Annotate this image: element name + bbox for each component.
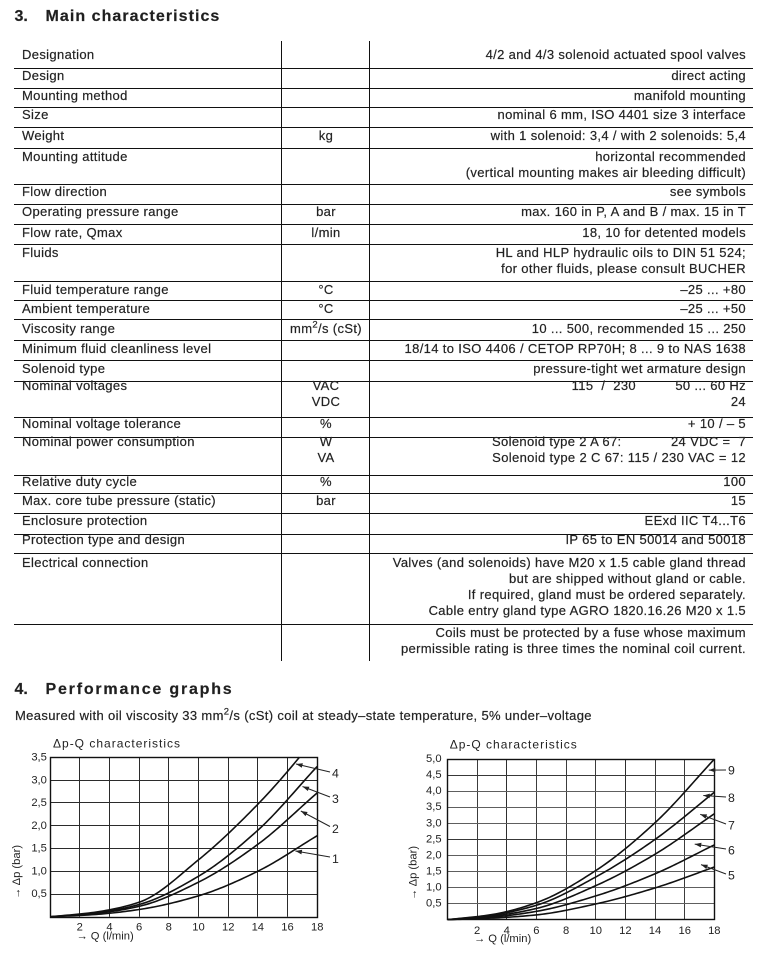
svg-text:3: 3 bbox=[332, 792, 339, 806]
svg-text:1,5: 1,5 bbox=[426, 866, 442, 878]
svg-text:8: 8 bbox=[728, 791, 735, 805]
svg-text:2,5: 2,5 bbox=[31, 797, 47, 809]
svg-text:2: 2 bbox=[77, 922, 83, 934]
svg-text:0,5: 0,5 bbox=[31, 888, 47, 900]
svg-text:2: 2 bbox=[474, 925, 480, 937]
svg-text:14: 14 bbox=[252, 922, 264, 934]
svg-text:1,5: 1,5 bbox=[31, 843, 47, 855]
svg-text:2,5: 2,5 bbox=[426, 833, 442, 845]
svg-text:10: 10 bbox=[589, 925, 601, 937]
svg-text:14: 14 bbox=[649, 925, 661, 937]
svg-text:6: 6 bbox=[728, 844, 735, 858]
svg-text:→ Δp (bar): → Δp (bar) bbox=[11, 845, 23, 899]
svg-text:12: 12 bbox=[222, 922, 234, 934]
svg-text:→ Q (l/min): → Q (l/min) bbox=[77, 931, 134, 943]
svg-text:3,5: 3,5 bbox=[426, 801, 442, 813]
svg-text:4,0: 4,0 bbox=[426, 785, 442, 797]
svg-text:2,0: 2,0 bbox=[31, 820, 47, 832]
svg-text:Δp-Q characteristics: Δp-Q characteristics bbox=[450, 738, 578, 752]
svg-text:1,0: 1,0 bbox=[31, 865, 47, 877]
svg-text:9: 9 bbox=[728, 764, 735, 778]
svg-text:10: 10 bbox=[192, 922, 204, 934]
svg-text:6: 6 bbox=[136, 922, 142, 934]
svg-text:4: 4 bbox=[504, 925, 510, 937]
svg-text:16: 16 bbox=[281, 922, 293, 934]
svg-text:3,5: 3,5 bbox=[31, 752, 47, 764]
svg-text:0,5: 0,5 bbox=[426, 898, 442, 910]
svg-text:→ Δp (bar): → Δp (bar) bbox=[408, 846, 420, 900]
svg-text:6: 6 bbox=[533, 925, 539, 937]
svg-text:2,0: 2,0 bbox=[426, 849, 442, 861]
svg-text:5,0: 5,0 bbox=[426, 753, 442, 765]
svg-text:12: 12 bbox=[619, 925, 631, 937]
svg-text:8: 8 bbox=[166, 922, 172, 934]
svg-text:4: 4 bbox=[332, 766, 339, 780]
svg-text:4: 4 bbox=[106, 922, 112, 934]
svg-text:8: 8 bbox=[563, 925, 569, 937]
svg-text:7: 7 bbox=[728, 818, 735, 832]
svg-text:1: 1 bbox=[332, 852, 339, 866]
svg-text:Δp-Q characteristics: Δp-Q characteristics bbox=[53, 737, 181, 751]
svg-text:→ Q (l/min): → Q (l/min) bbox=[474, 933, 531, 945]
svg-text:3,0: 3,0 bbox=[426, 817, 442, 829]
svg-text:1,0: 1,0 bbox=[426, 882, 442, 894]
svg-text:4,5: 4,5 bbox=[426, 769, 442, 781]
svg-text:18: 18 bbox=[311, 922, 323, 934]
svg-text:18: 18 bbox=[708, 925, 720, 937]
svg-text:3,0: 3,0 bbox=[31, 774, 47, 786]
svg-text:2: 2 bbox=[332, 822, 339, 836]
svg-text:16: 16 bbox=[678, 925, 690, 937]
svg-text:5: 5 bbox=[728, 868, 735, 882]
